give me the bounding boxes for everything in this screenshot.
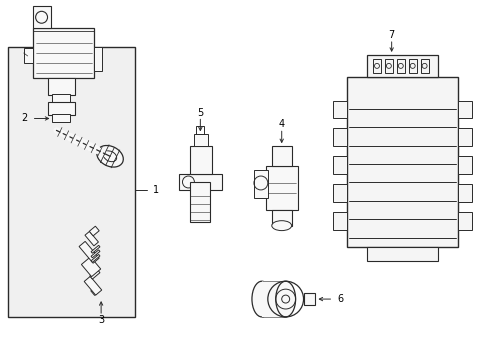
Bar xyxy=(191,182,210,222)
Bar xyxy=(458,212,472,230)
Polygon shape xyxy=(24,48,33,63)
Bar xyxy=(254,170,268,198)
Polygon shape xyxy=(91,288,98,296)
Bar xyxy=(178,174,222,190)
Polygon shape xyxy=(79,242,99,263)
Polygon shape xyxy=(90,270,100,279)
Text: 3: 3 xyxy=(98,315,104,325)
Bar xyxy=(48,78,75,95)
Bar xyxy=(94,47,102,71)
Polygon shape xyxy=(91,255,100,262)
Bar xyxy=(458,184,472,202)
Bar xyxy=(52,113,71,122)
Ellipse shape xyxy=(272,221,292,231)
Bar xyxy=(397,59,405,73)
Text: 1: 1 xyxy=(153,185,159,195)
Bar xyxy=(272,146,292,166)
Polygon shape xyxy=(91,250,100,258)
Polygon shape xyxy=(91,245,100,253)
Bar xyxy=(303,293,316,305)
Bar xyxy=(373,59,381,73)
Text: 4: 4 xyxy=(279,120,285,130)
Polygon shape xyxy=(81,257,101,276)
Bar xyxy=(347,77,458,247)
Text: 7: 7 xyxy=(389,30,395,40)
Ellipse shape xyxy=(252,281,272,317)
Ellipse shape xyxy=(97,145,123,167)
Bar xyxy=(191,146,212,174)
Bar xyxy=(196,126,204,134)
Text: 2: 2 xyxy=(22,113,28,123)
Text: 5: 5 xyxy=(197,108,203,117)
Bar xyxy=(458,129,472,146)
Bar xyxy=(420,59,429,73)
Bar xyxy=(48,102,75,114)
Text: 6: 6 xyxy=(337,294,343,304)
Bar xyxy=(458,156,472,174)
Bar xyxy=(262,281,286,317)
Bar xyxy=(458,100,472,118)
Bar xyxy=(367,247,439,261)
Polygon shape xyxy=(89,226,99,236)
Bar xyxy=(333,212,347,230)
Bar xyxy=(367,55,439,77)
Bar xyxy=(409,59,416,73)
Polygon shape xyxy=(84,276,102,295)
Bar xyxy=(333,156,347,174)
Bar xyxy=(195,134,208,146)
Bar xyxy=(333,129,347,146)
Bar xyxy=(272,210,292,226)
Bar xyxy=(33,28,94,78)
Bar xyxy=(333,184,347,202)
Bar xyxy=(266,166,297,210)
Bar xyxy=(333,100,347,118)
Bar xyxy=(52,94,71,103)
Ellipse shape xyxy=(276,281,295,317)
Bar xyxy=(33,6,50,28)
Bar xyxy=(8,47,135,317)
Polygon shape xyxy=(85,231,98,246)
Bar xyxy=(385,59,393,73)
